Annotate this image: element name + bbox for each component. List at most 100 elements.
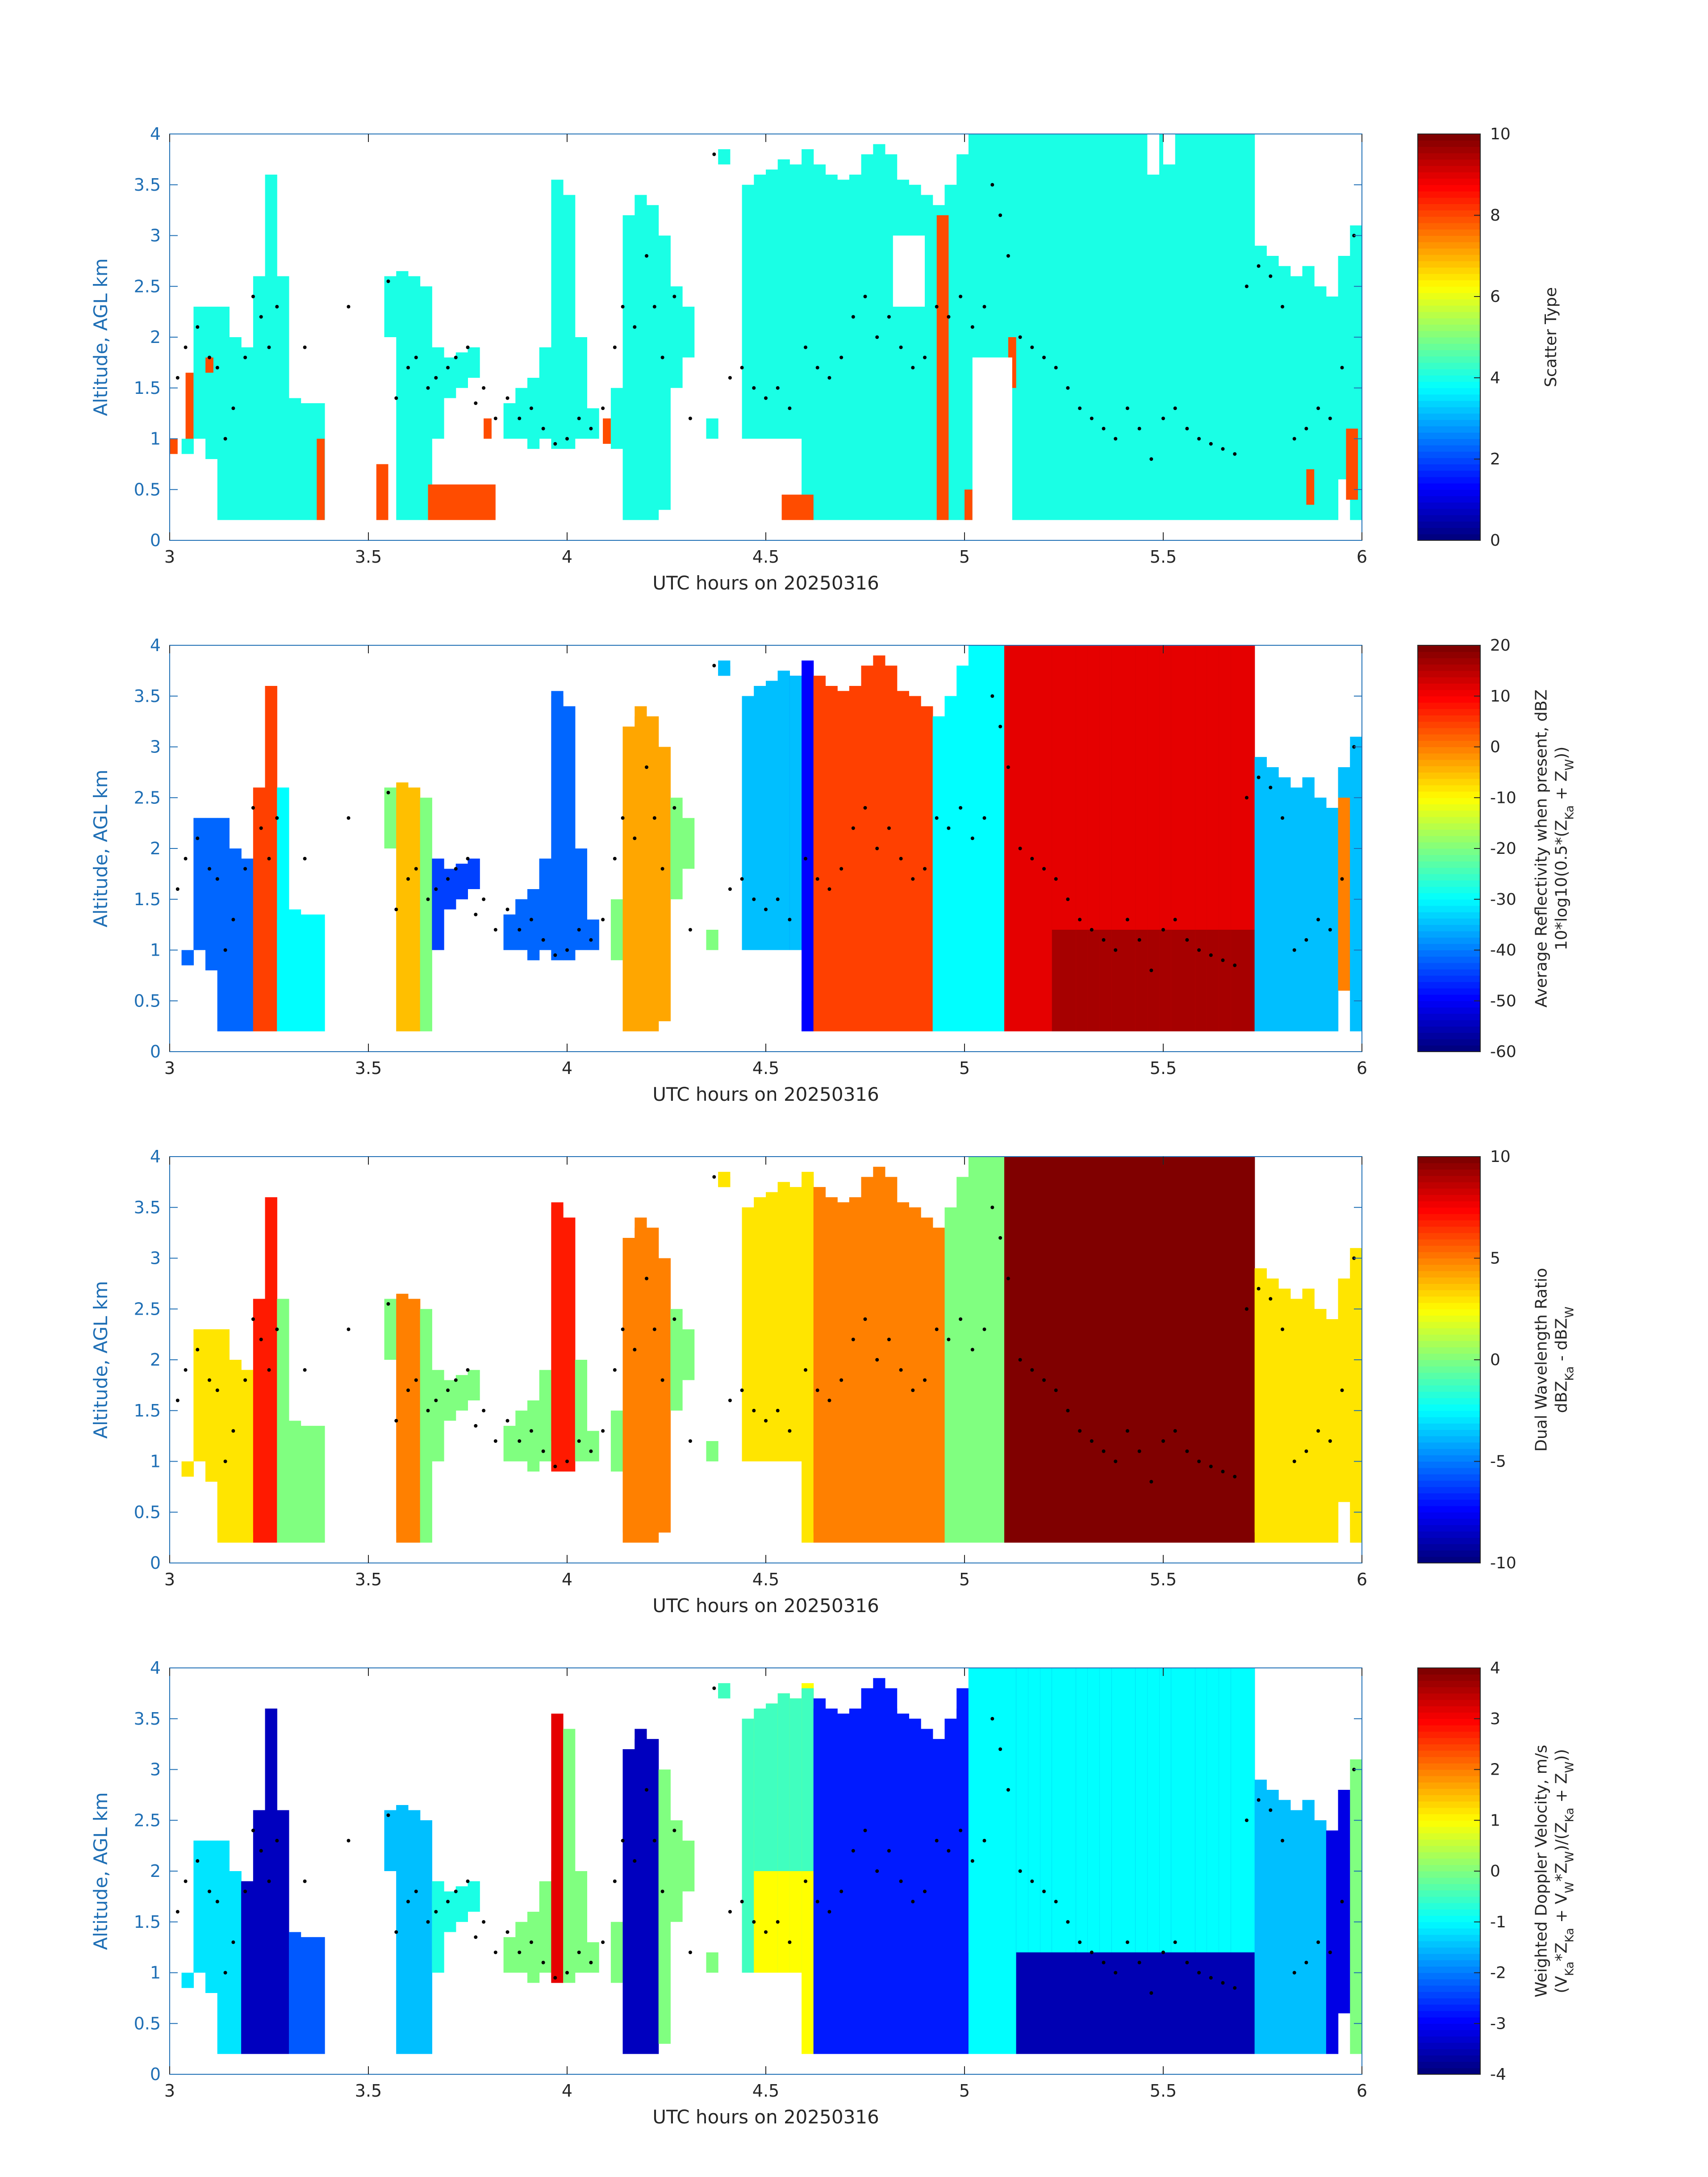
data-region	[396, 1299, 409, 1533]
height-trace-point	[434, 1399, 438, 1402]
height-trace-point	[251, 806, 255, 810]
data-region	[1111, 1668, 1124, 1952]
data-region	[1016, 1668, 1028, 1952]
data-region	[622, 727, 635, 1032]
colorbar-tick-label: 2	[1490, 1761, 1500, 1779]
data-column	[515, 388, 528, 439]
data-region	[455, 1886, 468, 1922]
height-trace-point	[394, 1930, 398, 1934]
height-trace-point	[1221, 958, 1225, 962]
data-region	[921, 1217, 933, 1533]
height-trace-point	[243, 867, 247, 871]
data-region	[563, 706, 576, 961]
data-region	[802, 1177, 814, 1462]
data-column	[622, 215, 635, 520]
height-trace-point	[1054, 1388, 1058, 1392]
height-trace-point	[652, 1327, 656, 1331]
data-region	[635, 1739, 647, 2054]
data-region	[1231, 1668, 1243, 1952]
data-column	[1087, 134, 1100, 520]
data-region	[1219, 1157, 1231, 1533]
height-trace-point	[482, 897, 486, 901]
y-tick-label: 1	[150, 940, 161, 960]
colorbar-tick-label: 8	[1490, 206, 1500, 225]
height-trace-point	[466, 1368, 470, 1372]
x-tick-label: 4.5	[752, 547, 779, 567]
data-region	[229, 1871, 242, 2054]
height-trace-point	[633, 1859, 637, 1863]
height-trace-point	[1269, 1808, 1273, 1812]
data-region	[1254, 1790, 1267, 2054]
data-column	[837, 180, 850, 520]
height-trace-point	[1244, 796, 1249, 800]
data-region	[1195, 1952, 1207, 2054]
height-trace-point	[565, 1459, 569, 1463]
height-trace-point	[196, 1348, 200, 1352]
data-column	[551, 180, 564, 449]
data-region	[1135, 1952, 1148, 2054]
data-gap	[972, 357, 1012, 520]
colorbar-tick-label: 0	[1490, 738, 1500, 756]
height-trace-point	[728, 1910, 732, 1914]
colorbar-tick-label: 0	[1490, 531, 1500, 550]
height-trace-point	[251, 295, 255, 298]
data-region	[420, 1820, 432, 2054]
data-region	[1254, 757, 1267, 1032]
height-trace-point	[1233, 1986, 1237, 1990]
height-trace-point	[1292, 1971, 1296, 1975]
height-trace-point	[1269, 786, 1273, 790]
height-trace-point	[1304, 1449, 1308, 1453]
data-region	[813, 1187, 826, 1533]
height-trace-point	[1209, 953, 1213, 957]
height-trace-point	[935, 816, 939, 820]
data-region	[205, 1840, 218, 1993]
colorbar-tick-label: -20	[1490, 840, 1516, 858]
height-trace-point	[875, 335, 879, 339]
data-region	[825, 686, 838, 1032]
height-trace-point	[1173, 918, 1177, 922]
data-region	[1040, 1952, 1052, 2054]
height-trace-point	[446, 1900, 450, 1904]
height-trace-point	[1185, 426, 1189, 430]
data-column	[754, 175, 766, 439]
height-trace-point	[259, 315, 263, 319]
data-column	[944, 1207, 957, 1543]
height-trace-point	[633, 836, 637, 840]
data-region	[837, 1202, 850, 1533]
height-trace-point	[863, 1829, 867, 1832]
data-region	[777, 1182, 790, 1462]
data-column	[682, 818, 695, 869]
colorbar: 0 2 4 6 8 10 Scatter Type	[1417, 125, 1560, 550]
height-trace-point	[839, 867, 844, 871]
height-trace-point	[1066, 897, 1070, 901]
plot-area	[175, 1157, 1362, 1543]
x-tick-label: 6	[1357, 2081, 1367, 2101]
x-tick-label: 3	[164, 1570, 175, 1589]
height-trace-point	[589, 1449, 593, 1453]
data-column	[587, 408, 599, 439]
data-region	[1028, 645, 1040, 1032]
data-region	[802, 1871, 814, 1973]
height-trace-point	[1102, 1449, 1106, 1453]
height-trace-point	[529, 406, 533, 410]
height-trace-point	[259, 826, 263, 830]
height-trace-point	[633, 1348, 637, 1352]
data-region	[742, 1718, 754, 1973]
data-region	[396, 1805, 409, 2054]
data-region	[1266, 767, 1279, 1032]
data-region	[277, 1810, 289, 2054]
height-trace-point	[1066, 386, 1070, 390]
data-column	[444, 1380, 456, 1421]
data-column	[706, 930, 718, 950]
data-region	[1028, 1157, 1040, 1533]
height-trace-point	[863, 806, 867, 810]
data-region	[1243, 1952, 1255, 2054]
colorbar: -4 -3 -2 -1 0 1 2 3 4 Weighted Doppler Velocity, …	[1417, 1659, 1576, 2084]
height-trace-point	[243, 355, 247, 359]
height-trace-point	[275, 305, 279, 309]
height-trace-point	[565, 437, 569, 441]
height-trace-point	[788, 1940, 792, 1944]
height-trace-point	[875, 847, 879, 850]
data-column	[1040, 134, 1052, 520]
